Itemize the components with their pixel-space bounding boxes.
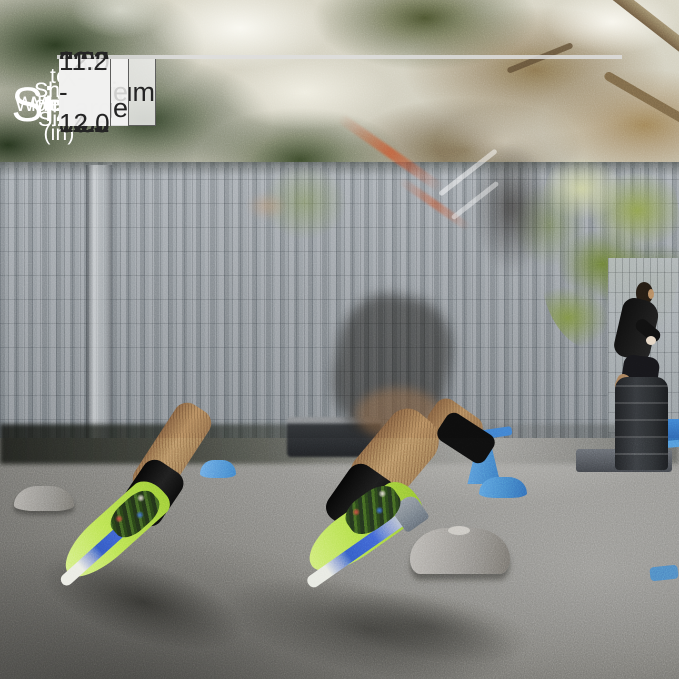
runner-hand <box>646 336 656 345</box>
water-barrel <box>615 377 668 470</box>
size-chart-table: Size Women’s Shoe Size Men’s Shoe Size H… <box>11 46 622 145</box>
person-smudge <box>462 125 562 290</box>
blue-cone-small <box>200 460 236 478</box>
hand-smudge <box>246 192 288 220</box>
runner-face <box>648 289 654 299</box>
blue-disc-cone <box>479 477 527 498</box>
gray-cone-top <box>448 526 470 535</box>
wall-panel-seam <box>86 165 112 443</box>
blue-marker <box>649 564 679 582</box>
cell-xlarge-heel: 11.2 - 12.0 <box>59 46 110 138</box>
gray-dome-cone-small <box>14 486 74 511</box>
